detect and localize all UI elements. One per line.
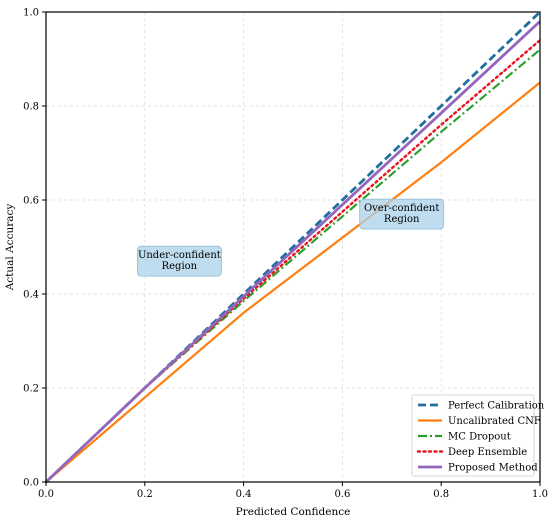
x-tick-label: 0.6 — [334, 489, 350, 500]
region-annotations: Under-confident Region Over-confident Regio… — [136, 198, 445, 277]
legend-label: Deep Ensemble — [448, 447, 527, 458]
series-line-uncalibrated-cnf — [45, 81, 541, 483]
x-tick-label: 0.2 — [137, 489, 153, 500]
x-tick-label: 1.0 — [532, 489, 548, 500]
y-tick-label: 1.0 — [23, 8, 39, 19]
legend: Perfect Calibration Uncalibrated CNF MC Dr… — [411, 394, 545, 477]
axis-ticks: 0.0 0.2 0.4 0.6 0.8 1.0 0.0 0.2 0.4 0.6 0.8 1.0 — [23, 8, 548, 501]
region-label: Under-confident Region — [138, 250, 221, 272]
y-axis-label: Actual Accuracy — [4, 204, 16, 292]
series-line-mc-dropout — [45, 48, 541, 483]
legend-label: MC Dropout — [448, 432, 511, 443]
y-tick-label: 0.0 — [23, 478, 39, 489]
series-line-proposed-method — [45, 20, 541, 484]
legend-label: Perfect Calibration — [448, 401, 545, 412]
x-axis-label: Predicted Confidence — [236, 506, 351, 518]
x-tick-label: 0.4 — [236, 489, 252, 500]
legend-label: Proposed Method — [448, 463, 538, 474]
y-tick-label: 0.6 — [23, 196, 39, 207]
legend-label: Uncalibrated CNF — [448, 416, 541, 427]
y-tick-label: 0.2 — [23, 384, 39, 395]
region-box — [136, 245, 222, 277]
y-tick-label: 0.8 — [23, 102, 39, 113]
region-box — [359, 198, 445, 230]
legend-box — [411, 394, 535, 477]
series-line-deep-ensemble — [44, 39, 542, 484]
region-label: Over-confident Region — [364, 203, 439, 225]
plot-frame — [45, 11, 541, 483]
x-tick-label: 0.0 — [38, 489, 54, 500]
series-layer — [44, 10, 542, 484]
x-tick-label: 0.8 — [433, 489, 449, 500]
y-tick-label: 0.4 — [23, 290, 39, 301]
